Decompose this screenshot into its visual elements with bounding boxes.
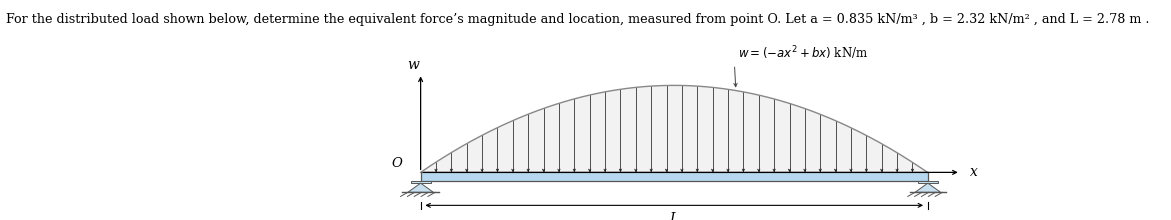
Polygon shape <box>420 172 927 181</box>
Text: For the distributed load shown below, determine the equivalent force’s magnitude: For the distributed load shown below, de… <box>6 13 1150 26</box>
Text: $w = (-ax^2 + bx)$ kN/m: $w = (-ax^2 + bx)$ kN/m <box>738 45 868 62</box>
Text: O: O <box>391 157 403 170</box>
Polygon shape <box>408 183 433 192</box>
Polygon shape <box>420 85 927 172</box>
Polygon shape <box>915 183 940 192</box>
Polygon shape <box>411 181 431 183</box>
Text: w: w <box>408 58 419 72</box>
Polygon shape <box>918 181 938 183</box>
Text: x: x <box>970 165 978 179</box>
Text: L: L <box>670 212 679 220</box>
